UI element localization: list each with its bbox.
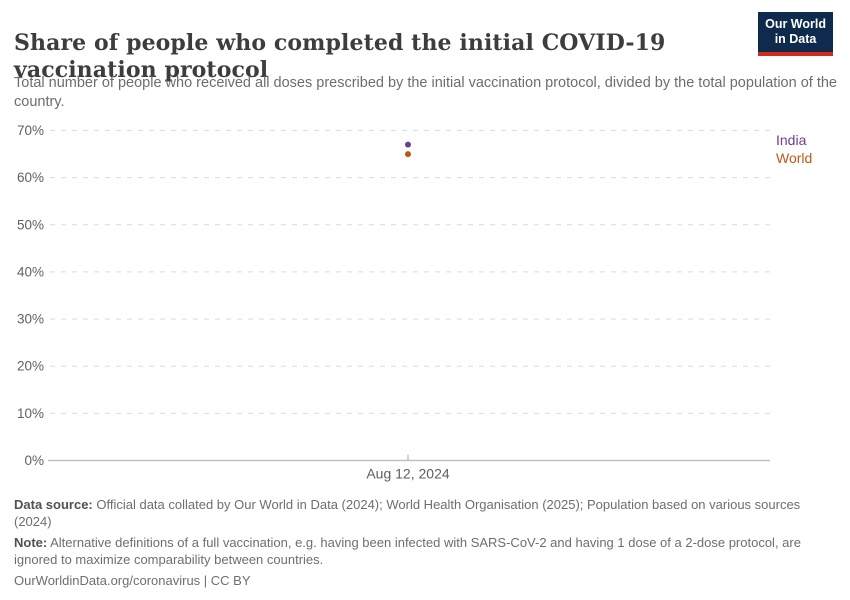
y-axis-tick-label: 30% xyxy=(17,312,44,327)
y-axis-tick-label: 40% xyxy=(17,264,44,279)
note-label: Note: xyxy=(14,535,48,550)
y-axis-tick-label: 20% xyxy=(17,359,44,374)
chart-subtitle: Total number of people who received all … xyxy=(14,75,837,110)
y-axis-tick-label: 50% xyxy=(17,217,44,232)
data-source-label: Data source: xyxy=(14,497,93,512)
note-line: Note: Alternative definitions of a full … xyxy=(14,534,818,568)
chart-canvas: 0% 10% 20% 30% 40% 50% 60% 70% Aug 12, 2024 India… xyxy=(17,123,812,482)
y-axis-tick-label: 70% xyxy=(17,123,44,138)
data-point-world[interactable] xyxy=(405,151,411,158)
x-axis-tick-label: Aug 12, 2024 xyxy=(366,466,450,482)
data-point-india[interactable] xyxy=(405,141,411,148)
owid-logo-line2: in Data xyxy=(774,32,817,46)
owid-logo[interactable]: Our World in Data xyxy=(758,12,833,56)
y-axis-tick-label: 0% xyxy=(24,453,44,468)
legend-label-india[interactable]: India xyxy=(776,132,807,148)
legend-label-world[interactable]: World xyxy=(776,150,812,166)
data-source-text: Official data collated by Our World in D… xyxy=(14,497,801,529)
page-title: Share of people who completed the initia… xyxy=(14,29,666,83)
owid-logo-line1: Our World xyxy=(765,17,826,31)
chart-footer: Data source: Official data collated by O… xyxy=(14,496,818,593)
citation-link[interactable]: OurWorldinData.org/coronavirus | CC BY xyxy=(14,573,251,588)
y-axis-tick-label: 60% xyxy=(17,170,44,185)
note-text: Alternative definitions of a full vaccin… xyxy=(14,535,801,567)
data-source-line: Data source: Official data collated by O… xyxy=(14,496,818,530)
y-axis-tick-label: 10% xyxy=(17,406,44,421)
